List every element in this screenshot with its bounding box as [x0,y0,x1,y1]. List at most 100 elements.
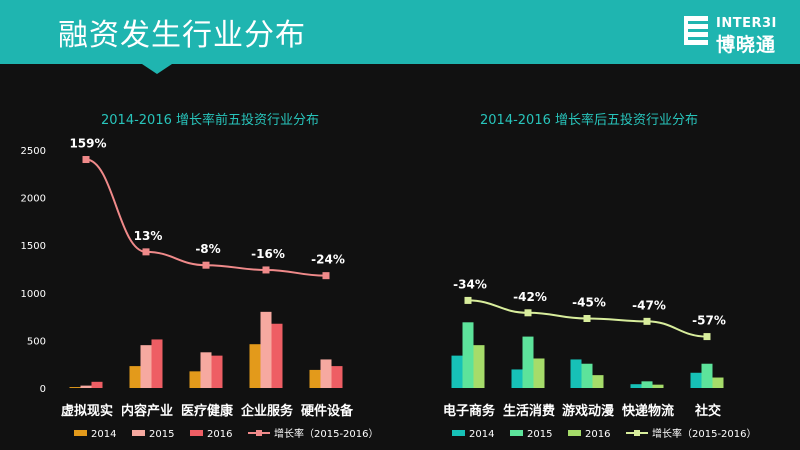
legend-line-marker [634,430,640,436]
growth-label: -16% [251,247,285,261]
logo-text-en: INTER3I [716,16,777,31]
logo-text-cn: 博晓通 [716,34,777,56]
growth-line-path [85,158,327,277]
y-tick-label: 1500 [21,241,46,252]
bar-2016 [592,375,604,388]
bar-2016 [533,358,545,388]
growth-label: -45% [572,296,606,310]
growth-point [703,333,711,341]
growth-label: 159% [69,137,106,151]
left-category-labels: 虚拟现实 内容产业 医疗健康 企业服务 硬件设备 [61,403,354,419]
left-growth-line: 159% 13% -8% -16% -24% [69,137,345,280]
bar-2016 [652,384,664,388]
category-label: 游戏动漫 [562,403,614,419]
bar-2015 [701,363,713,388]
page-header: 融资发生行业分布 INTER3I 博晓通 [0,0,800,64]
growth-point [142,248,150,256]
bar-2015 [522,336,534,388]
legend-swatch [190,430,203,436]
bar-2014 [511,369,523,388]
growth-label: -57% [692,314,726,328]
growth-point [202,261,210,269]
growth-point [82,156,90,164]
legend-swatch [510,430,523,436]
left-legend: 2014 2015 2016 增长率（2015-2016） [74,427,379,440]
bar-2014 [129,366,141,388]
category-label: 硬件设备 [301,403,354,419]
category-label: 内容产业 [121,403,173,419]
page-title: 融资发生行业分布 [58,18,306,53]
right-bars [451,322,724,388]
legend-label: 2014 [91,429,116,440]
growth-point [583,315,591,323]
category-label: 虚拟现实 [61,403,113,419]
bar-2015 [641,381,653,388]
legend-swatch [452,430,465,436]
legend-line-marker [256,430,262,436]
left-bars [69,311,343,388]
category-label: 医疗健康 [181,403,234,419]
left-y-axis: 0 500 1000 1500 2000 2500 [21,146,46,395]
bar-2016 [211,355,223,388]
growth-label: -8% [195,242,220,256]
y-tick-label: 500 [27,336,46,347]
bar-2014 [451,355,463,388]
growth-label: -34% [453,277,487,291]
right-growth-line: -34% -42% -45% -47% -57% [453,277,726,341]
legend-label: 2016 [585,429,610,440]
right-chart-title: 2014-2016 增长率后五投资行业分布 [480,112,698,128]
brand-logo: INTER3I 博晓通 [684,14,792,56]
bar-2016 [91,381,103,388]
bar-2014 [570,359,582,388]
category-label: 社交 [694,403,721,419]
growth-point [262,266,270,274]
growth-label: -24% [311,253,345,267]
legend-label: 2015 [527,429,552,440]
bar-2014 [690,372,702,388]
growth-point [464,296,472,304]
bar-2015 [200,352,212,388]
right-category-labels: 电子商务 生活消费 游戏动漫 快递物流 社交 [443,403,721,419]
bar-2016 [271,323,283,388]
growth-point [643,317,651,325]
right-legend: 2014 2015 2016 增长率（2015-2016） [452,427,757,440]
category-label: 电子商务 [443,403,496,419]
category-label: 快递物流 [622,403,674,419]
legend-swatch [74,430,87,436]
legend-label: 2014 [469,429,494,440]
legend-label: 增长率（2015-2016） [652,427,757,440]
growth-label: -42% [513,290,547,304]
growth-point [322,272,330,280]
bar-2015 [320,359,332,388]
legend-label: 增长率（2015-2016） [274,427,379,440]
growth-point [524,309,532,317]
bar-2015 [462,322,474,388]
growth-label: 13% [134,229,163,243]
legend-swatch [132,430,145,436]
bar-2015 [581,363,593,388]
y-tick-label: 2500 [21,146,46,157]
bar-2014 [189,371,201,388]
left-chart-title: 2014-2016 增长率前五投资行业分布 [101,112,319,128]
bar-2016 [712,377,724,388]
logo-icon [684,16,708,45]
bar-2016 [473,345,485,388]
legend-label: 2015 [149,429,174,440]
bar-2014 [249,344,261,388]
legend-swatch [568,430,581,436]
category-label: 企业服务 [240,403,294,419]
bar-2016 [151,339,163,388]
bar-2015 [260,311,272,388]
bar-2016 [331,366,343,388]
bar-2015 [140,345,152,388]
category-label: 生活消费 [503,403,555,419]
bar-2015 [80,385,92,388]
y-tick-label: 0 [40,384,46,395]
legend-label: 2016 [207,429,232,440]
y-tick-label: 1000 [21,289,46,300]
growth-label: -47% [632,298,666,312]
bar-2014 [69,387,81,388]
y-tick-label: 2000 [21,194,46,205]
chart-area: 2014-2016 增长率前五投资行业分布 0 500 1000 1500 2000 25… [21,64,757,440]
bar-2014 [630,384,642,388]
